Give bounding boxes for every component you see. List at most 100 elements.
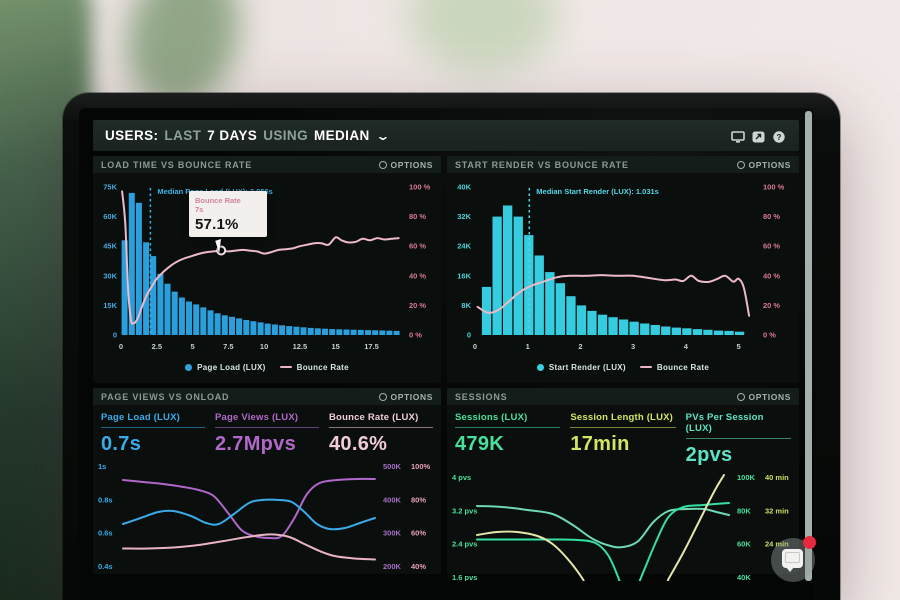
laptop: USERS: LAST 7 DAYS USING MEDIAN ⌄ ? [63,93,840,600]
header-title-using: USING [263,128,308,143]
start-render-chart[interactable]: 40K 32K 24K 16K 8K 0 100 % 80 % 60 % 40 % 20 % 0 % 0… [447,173,799,358]
svg-text:2.5: 2.5 [152,342,162,351]
svg-text:24 min: 24 min [765,540,789,549]
svg-text:80 %: 80 % [409,212,426,221]
plant-leaf [408,0,558,73]
options-label: OPTIONS [390,391,433,402]
svg-text:30K: 30K [103,271,117,280]
metric-value: 0.7s [101,433,142,455]
panel-title: PAGE VIEWS VS ONLOAD [101,391,230,402]
bounce-rate-line [476,274,751,317]
svg-text:500K: 500K [383,462,402,471]
svg-text:0 %: 0 % [763,331,776,340]
metric-session-length: Session Length (LUX) 17min [570,412,676,467]
panel-start-render: START RENDER VS BOUNCE RATE OPTIONS 40K 3… [447,156,799,383]
load-time-chart[interactable]: 75K 60K 45K 30K 15K 0 100 % 80 % 60 % 40 % 20 % 0 %… [93,173,441,358]
display-icon[interactable] [731,130,745,143]
gear-icon [736,392,745,401]
svg-text:16K: 16K [457,271,471,280]
svg-text:100 %: 100 % [763,183,785,192]
svg-text:15K: 15K [103,301,117,310]
svg-text:4: 4 [684,342,689,351]
svg-text:300K: 300K [383,529,402,538]
gear-icon [736,160,745,169]
svg-text:7.5: 7.5 [223,342,233,351]
bounce-rate-line [121,190,400,325]
scrollbar[interactable] [805,111,812,581]
svg-text:0: 0 [113,331,117,340]
header-title-last: LAST [164,128,202,143]
dashboard-header: USERS: LAST 7 DAYS USING MEDIAN ⌄ ? [93,120,799,151]
metric-value: 2pvs [685,444,733,466]
svg-text:20 %: 20 % [763,301,780,310]
metric-page-views: Page Views (LUX) 2.7Mpvs [215,412,319,456]
dashboard-screen: USERS: LAST 7 DAYS USING MEDIAN ⌄ ? [79,108,816,600]
options-button[interactable]: OPTIONS [736,160,791,170]
share-icon[interactable] [752,130,766,142]
svg-text:12.5: 12.5 [293,342,308,351]
chart-legend: Start Render (LUX) Bounce Rate [447,358,799,376]
header-title-median: MEDIAN [313,128,370,143]
chart-tooltip: Bounce Rate 7s 57.1% [189,191,267,237]
legend-label: Start Render (LUX) [548,362,626,372]
legend-dot-icon [536,363,544,371]
header-title-7days: 7 DAYS [207,128,258,143]
panel-title: LOAD TIME VS BOUNCE RATE [101,159,253,170]
panel-load-time: LOAD TIME VS BOUNCE RATE OPTIONS 75K 60K 4… [93,156,441,383]
axis-labels: 4 pvs 3.2 pvs 2.4 pvs 1.6 pvs 100K 40 min 80K 3… [452,473,789,582]
axis-labels: 75K 60K 45K 30K 15K 0 100 % 80 % 60 % 40 % 20 % 0 %… [103,183,430,352]
svg-text:100%: 100% [411,462,431,471]
svg-text:1: 1 [526,342,530,351]
panel-sessions: SESSIONS OPTIONS Sessions (LUX) 479K [447,388,816,600]
svg-text:75K: 75K [103,183,117,192]
panel-page-views: PAGE VIEWS VS ONLOAD OPTIONS Page Load (… [93,388,441,574]
chat-widget-button[interactable] [771,536,816,582]
svg-text:0 %: 0 % [409,331,422,340]
median-annotation: Median Start Render (LUX): 1.031s [536,187,659,196]
svg-text:40 min: 40 min [765,473,789,482]
svg-text:3.2 pvs: 3.2 pvs [452,506,477,515]
chart-legend: Page Load (LUX) Bounce Rate [93,358,441,376]
options-button[interactable]: OPTIONS [378,160,433,170]
metric-label: Page Load (LUX) [101,412,181,423]
date-range-dropdown[interactable]: USERS: LAST 7 DAYS USING MEDIAN ⌄ [105,128,390,143]
svg-text:8K: 8K [461,301,471,310]
legend-dash-icon [279,365,292,369]
svg-text:3: 3 [631,342,635,351]
svg-text:5: 5 [737,342,741,351]
metrics-row: Page Load (LUX) 0.7s Page Views (LUX) 2.… [93,405,441,456]
options-button[interactable]: OPTIONS [736,391,791,402]
svg-text:32K: 32K [457,212,471,221]
svg-text:4 pvs: 4 pvs [452,473,471,482]
svg-text:24K: 24K [457,242,471,251]
metric-label: PVs Per Session (LUX) [685,412,764,434]
sessions-chart[interactable]: 4 pvs 3.2 pvs 2.4 pvs 1.6 pvs 100K 40 min 80K 3… [447,467,799,600]
svg-text:2.4 pvs: 2.4 pvs [452,540,477,549]
metrics-row: Sessions (LUX) 479K Session Length (LUX)… [447,405,799,467]
metric-label: Sessions (LUX) [455,412,528,423]
page-views-linechart: 1s 0.8s 0.6s 0.4s 500K 100% 400K 80% 300K 60% 200K… [98,462,431,571]
tooltip-series: Bounce Rate [195,196,241,205]
bounce_rate-line [122,533,376,561]
sessions-linechart: 4 pvs 3.2 pvs 2.4 pvs 1.6 pvs 100K 40 min 80K 3… [452,473,789,600]
options-label: OPTIONS [748,391,791,402]
metric-label: Bounce Rate (LUX) [329,412,419,423]
svg-text:40K: 40K [457,183,471,192]
svg-text:5: 5 [191,342,195,351]
panel-title: SESSIONS [455,391,508,402]
metric-value: 2.7Mpvs [215,433,297,455]
session_length-line [476,474,725,600]
page-views-chart[interactable]: 1s 0.8s 0.6s 0.4s 500K 100% 400K 80% 300K 60% 200K… [93,456,441,575]
gear-icon [378,160,387,169]
help-icon[interactable]: ? [773,130,787,143]
svg-text:60K: 60K [103,212,117,221]
svg-text:2: 2 [578,342,582,351]
metric-value: 17min [570,433,630,455]
bars [481,205,745,335]
svg-text:1s: 1s [98,462,106,471]
svg-text:0.4s: 0.4s [98,562,113,570]
svg-text:0: 0 [119,342,123,351]
options-button[interactable]: OPTIONS [378,391,433,402]
axis-labels: 1s 0.8s 0.6s 0.4s 500K 100% 400K 80% 300K 60% 200K… [98,462,431,571]
